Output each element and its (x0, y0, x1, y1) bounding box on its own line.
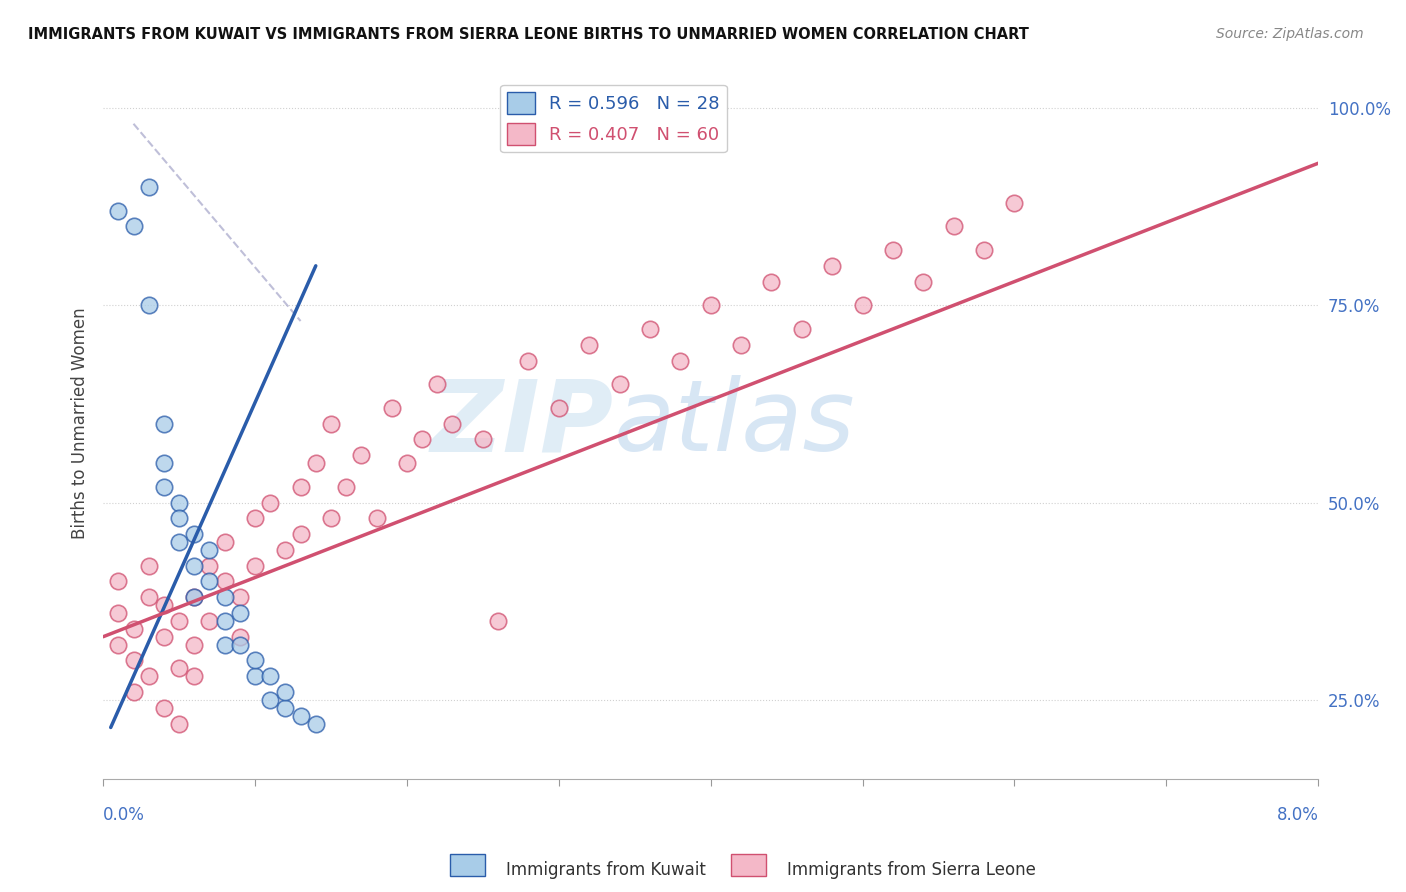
Point (942, 219, 965, 234)
Point (153, 480, 176, 494)
Point (319, 417, 342, 431)
Point (243, 511, 266, 525)
Point (183, 638, 205, 652)
Point (122, 219, 145, 234)
Point (153, 630, 176, 644)
Point (214, 535, 236, 549)
Text: ZIP: ZIP (430, 376, 613, 472)
Point (138, 180, 160, 194)
Point (290, 708, 312, 723)
Text: 0.0%: 0.0% (103, 806, 145, 824)
Point (107, 203, 129, 218)
Point (730, 337, 752, 351)
Point (547, 401, 569, 415)
Legend: R = 0.596   N = 28, R = 0.407   N = 60: R = 0.596 N = 28, R = 0.407 N = 60 (501, 85, 727, 153)
Point (274, 700, 297, 714)
Point (167, 495, 190, 509)
Point (381, 401, 404, 415)
Point (638, 322, 661, 336)
Point (183, 669, 205, 683)
Point (183, 591, 205, 605)
Point (243, 669, 266, 683)
Text: Immigrants from Sierra Leone: Immigrants from Sierra Leone (787, 861, 1036, 879)
Text: atlas: atlas (613, 376, 855, 472)
Point (153, 417, 176, 431)
Point (852, 298, 875, 312)
Point (167, 716, 190, 731)
Point (107, 606, 129, 620)
Point (138, 558, 160, 573)
Point (138, 669, 160, 683)
Text: Source: ZipAtlas.com: Source: ZipAtlas.com (1216, 27, 1364, 41)
Point (366, 511, 388, 525)
Point (107, 574, 129, 589)
Point (229, 638, 252, 652)
Point (138, 298, 160, 312)
Point (669, 353, 692, 368)
Point (290, 527, 312, 541)
Point (609, 377, 631, 392)
Point (214, 638, 236, 652)
Point (882, 243, 904, 257)
Point (183, 558, 205, 573)
Point (167, 614, 190, 628)
Point (122, 685, 145, 699)
Point (821, 259, 844, 273)
Point (1004, 195, 1026, 210)
Point (183, 591, 205, 605)
Point (153, 700, 176, 714)
Point (259, 693, 281, 707)
Point (153, 456, 176, 470)
Point (578, 337, 600, 351)
Point (259, 669, 281, 683)
Point (426, 377, 449, 392)
Point (290, 480, 312, 494)
Point (305, 456, 328, 470)
Point (790, 322, 813, 336)
Point (214, 574, 236, 589)
Point (761, 275, 783, 289)
Point (229, 591, 252, 605)
Point (411, 433, 433, 447)
Point (214, 591, 236, 605)
Text: 8.0%: 8.0% (1277, 806, 1319, 824)
Point (259, 495, 281, 509)
Point (699, 298, 721, 312)
Point (274, 542, 297, 557)
Point (395, 456, 418, 470)
Point (122, 653, 145, 667)
Point (153, 598, 176, 612)
Point (243, 558, 266, 573)
Point (167, 511, 190, 525)
Point (471, 433, 494, 447)
Point (214, 614, 236, 628)
Point (319, 511, 342, 525)
Point (122, 622, 145, 636)
Point (229, 630, 252, 644)
Point (198, 558, 221, 573)
Text: Immigrants from Kuwait: Immigrants from Kuwait (506, 861, 706, 879)
Point (183, 527, 205, 541)
Point (167, 535, 190, 549)
Point (350, 448, 373, 462)
Point (198, 614, 221, 628)
Point (198, 542, 221, 557)
Point (441, 417, 464, 431)
Point (107, 638, 129, 652)
Point (274, 685, 297, 699)
Point (486, 614, 509, 628)
Text: IMMIGRANTS FROM KUWAIT VS IMMIGRANTS FROM SIERRA LEONE BIRTHS TO UNMARRIED WOMEN: IMMIGRANTS FROM KUWAIT VS IMMIGRANTS FRO… (28, 27, 1029, 42)
Point (517, 353, 540, 368)
Point (167, 661, 190, 675)
Point (229, 606, 252, 620)
Point (912, 275, 935, 289)
Point (198, 574, 221, 589)
Point (335, 480, 357, 494)
Point (973, 243, 995, 257)
Point (305, 716, 328, 731)
Y-axis label: Births to Unmarried Women: Births to Unmarried Women (72, 308, 89, 540)
Point (243, 653, 266, 667)
Point (138, 591, 160, 605)
